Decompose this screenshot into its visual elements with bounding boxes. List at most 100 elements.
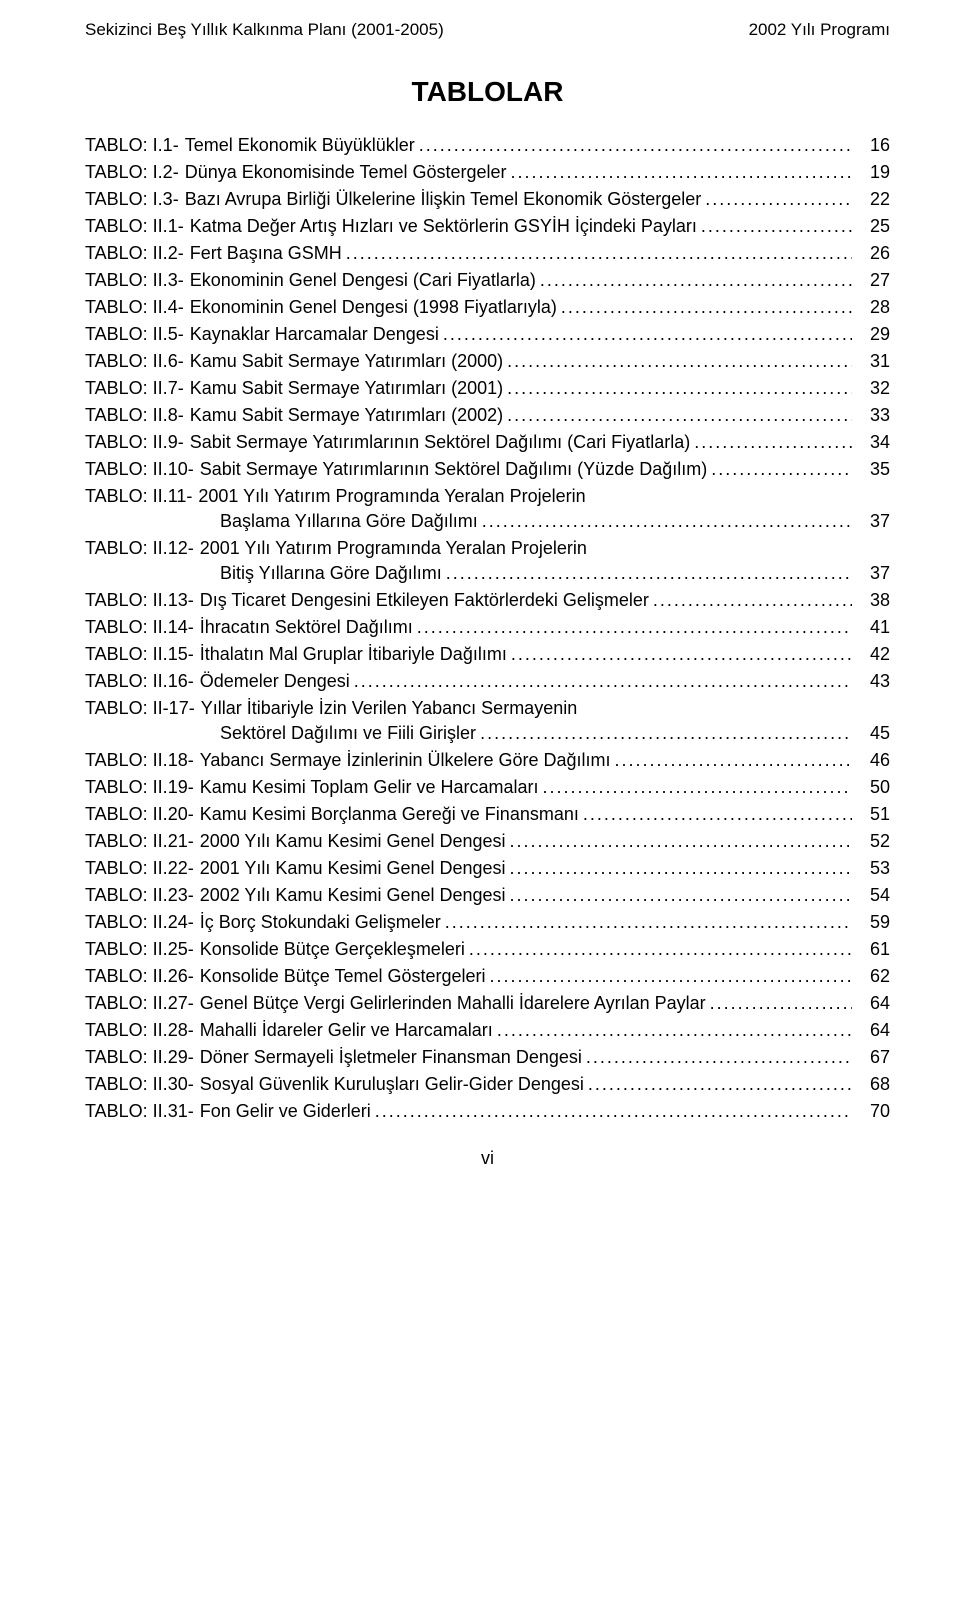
toc-page: 34 — [852, 433, 890, 451]
toc-prefix: TABLO: II.14- — [85, 618, 200, 636]
toc-row: TABLO: II.26-Konsolide Bütçe Temel Göste… — [85, 967, 890, 985]
toc-prefix: TABLO: II.5- — [85, 325, 190, 343]
toc-prefix: TABLO: II.27- — [85, 994, 200, 1012]
toc-page: 37 — [852, 564, 890, 582]
toc-row: TABLO: II.8-Kamu Sabit Sermaye Yatırımla… — [85, 406, 890, 424]
toc-label: 2001 Yılı Yatırım Programında Yeralan Pr… — [198, 487, 585, 505]
toc-page: 32 — [852, 379, 890, 397]
toc-prefix: TABLO: II.15- — [85, 645, 200, 663]
toc-row: TABLO: II.24-İç Borç Stokundaki Gelişmel… — [85, 913, 890, 931]
toc-label: Kamu Kesimi Toplam Gelir ve Harcamaları — [200, 778, 539, 796]
toc-leader-dots: ........................................… — [557, 298, 852, 316]
toc-leader-dots: ........................................… — [442, 564, 852, 582]
toc-prefix: TABLO: I.3- — [85, 190, 185, 208]
toc-label: Sosyal Güvenlik Kuruluşları Gelir-Gider … — [200, 1075, 584, 1093]
toc-leader-dots: ........................................… — [415, 136, 852, 154]
toc-prefix: TABLO: II.11- — [85, 487, 198, 505]
table-of-contents: TABLO: I.1-Temel Ekonomik Büyüklükler...… — [85, 136, 890, 1120]
toc-prefix: TABLO: II.10- — [85, 460, 200, 478]
toc-leader-dots: ........................................… — [701, 190, 852, 208]
toc-prefix: TABLO: II.2- — [85, 244, 190, 262]
toc-leader-dots: ........................................… — [582, 1048, 852, 1066]
toc-page: 68 — [852, 1075, 890, 1093]
toc-prefix: TABLO: I.1- — [85, 136, 185, 154]
toc-prefix: TABLO: II.20- — [85, 805, 200, 823]
toc-page: 22 — [852, 190, 890, 208]
toc-leader-dots: ........................................… — [476, 724, 852, 742]
toc-label: Fon Gelir ve Giderleri — [200, 1102, 371, 1120]
toc-row: TABLO: II.13-Dış Ticaret Dengesini Etkil… — [85, 591, 890, 609]
toc-page: 35 — [852, 460, 890, 478]
toc-leader-dots: ........................................… — [690, 433, 852, 451]
toc-label: Konsolide Bütçe Temel Göstergeleri — [200, 967, 486, 985]
toc-label: Bazı Avrupa Birliği Ülkelerine İlişkin T… — [185, 190, 702, 208]
toc-label: Konsolide Bütçe Gerçekleşmeleri — [200, 940, 465, 958]
toc-page: 53 — [852, 859, 890, 877]
toc-leader-dots: ........................................… — [493, 1021, 852, 1039]
toc-prefix: TABLO: II.29- — [85, 1048, 200, 1066]
toc-page: 70 — [852, 1102, 890, 1120]
toc-prefix: TABLO: II.30- — [85, 1075, 200, 1093]
toc-prefix: TABLO: II.13- — [85, 591, 200, 609]
toc-page: 31 — [852, 352, 890, 370]
toc-row: TABLO: II.2-Fert Başına GSMH............… — [85, 244, 890, 262]
toc-leader-dots: ........................................… — [706, 994, 852, 1012]
toc-subrow: Başlama Yıllarına Göre Dağılımı.........… — [85, 512, 890, 530]
toc-page: 59 — [852, 913, 890, 931]
toc-row: TABLO: II.9-Sabit Sermaye Yatırımlarının… — [85, 433, 890, 451]
toc-row: TABLO: II.27-Genel Bütçe Vergi Gelirleri… — [85, 994, 890, 1012]
toc-page: 28 — [852, 298, 890, 316]
toc-label: Yıllar İtibariyle İzin Verilen Yabancı S… — [201, 699, 578, 717]
toc-prefix: TABLO: II.22- — [85, 859, 200, 877]
toc-sublabel: Bitiş Yıllarına Göre Dağılımı — [220, 564, 442, 582]
toc-prefix: TABLO: II.7- — [85, 379, 190, 397]
toc-leader-dots: ........................................… — [697, 217, 852, 235]
toc-subrow: Bitiş Yıllarına Göre Dağılımı...........… — [85, 564, 890, 582]
toc-page: 42 — [852, 645, 890, 663]
toc-leader-dots: ........................................… — [707, 460, 852, 478]
toc-prefix: TABLO: II.26- — [85, 967, 200, 985]
toc-row: TABLO: II.6-Kamu Sabit Sermaye Yatırımla… — [85, 352, 890, 370]
toc-label: İhracatın Sektörel Dağılımı — [200, 618, 413, 636]
toc-leader-dots: ........................................… — [579, 805, 852, 823]
toc-page: 37 — [852, 512, 890, 530]
toc-leader-dots: ........................................… — [611, 751, 852, 769]
toc-row: TABLO: II.10-Sabit Sermaye Yatırımlarını… — [85, 460, 890, 478]
toc-label: Kaynaklar Harcamalar Dengesi — [190, 325, 439, 343]
toc-leader-dots: ........................................… — [506, 886, 852, 904]
toc-row: TABLO: II-17-Yıllar İtibariyle İzin Veri… — [85, 699, 890, 717]
toc-row: TABLO: II.20-Kamu Kesimi Borçlanma Gereğ… — [85, 805, 890, 823]
toc-row: TABLO: II.11-2001 Yılı Yatırım Programın… — [85, 487, 890, 505]
toc-page: 43 — [852, 672, 890, 690]
toc-leader-dots: ........................................… — [371, 1102, 852, 1120]
toc-label: Yabancı Sermaye İzinlerinin Ülkelere Gör… — [200, 751, 611, 769]
toc-row: TABLO: II.5-Kaynaklar Harcamalar Dengesi… — [85, 325, 890, 343]
toc-row: TABLO: II.28-Mahalli İdareler Gelir ve H… — [85, 1021, 890, 1039]
toc-prefix: TABLO: II.21- — [85, 832, 200, 850]
toc-row: TABLO: II.15-İthalatın Mal Gruplar İtiba… — [85, 645, 890, 663]
toc-leader-dots: ........................................… — [439, 325, 852, 343]
toc-leader-dots: ........................................… — [342, 244, 852, 262]
toc-page: 25 — [852, 217, 890, 235]
toc-prefix: TABLO: II.24- — [85, 913, 200, 931]
toc-prefix: TABLO: II.23- — [85, 886, 200, 904]
toc-leader-dots: ........................................… — [503, 379, 852, 397]
toc-page: 19 — [852, 163, 890, 181]
toc-leader-dots: ........................................… — [465, 940, 852, 958]
toc-leader-dots: ........................................… — [413, 618, 852, 636]
toc-label: Sabit Sermaye Yatırımlarının Sektörel Da… — [190, 433, 691, 451]
toc-row: TABLO: II.23-2002 Yılı Kamu Kesimi Genel… — [85, 886, 890, 904]
toc-page: 16 — [852, 136, 890, 154]
toc-prefix: TABLO: I.2- — [85, 163, 185, 181]
toc-page: 41 — [852, 618, 890, 636]
toc-row: TABLO: II.3-Ekonominin Genel Dengesi (Ca… — [85, 271, 890, 289]
toc-leader-dots: ........................................… — [649, 591, 852, 609]
page-title: TABLOLAR — [85, 76, 890, 108]
toc-prefix: TABLO: II.18- — [85, 751, 200, 769]
toc-prefix: TABLO: II.16- — [85, 672, 200, 690]
toc-label: Döner Sermayeli İşletmeler Finansman Den… — [200, 1048, 582, 1066]
toc-leader-dots: ........................................… — [503, 406, 852, 424]
toc-page: 46 — [852, 751, 890, 769]
toc-leader-dots: ........................................… — [507, 163, 852, 181]
toc-sublabel: Başlama Yıllarına Göre Dağılımı — [220, 512, 478, 530]
